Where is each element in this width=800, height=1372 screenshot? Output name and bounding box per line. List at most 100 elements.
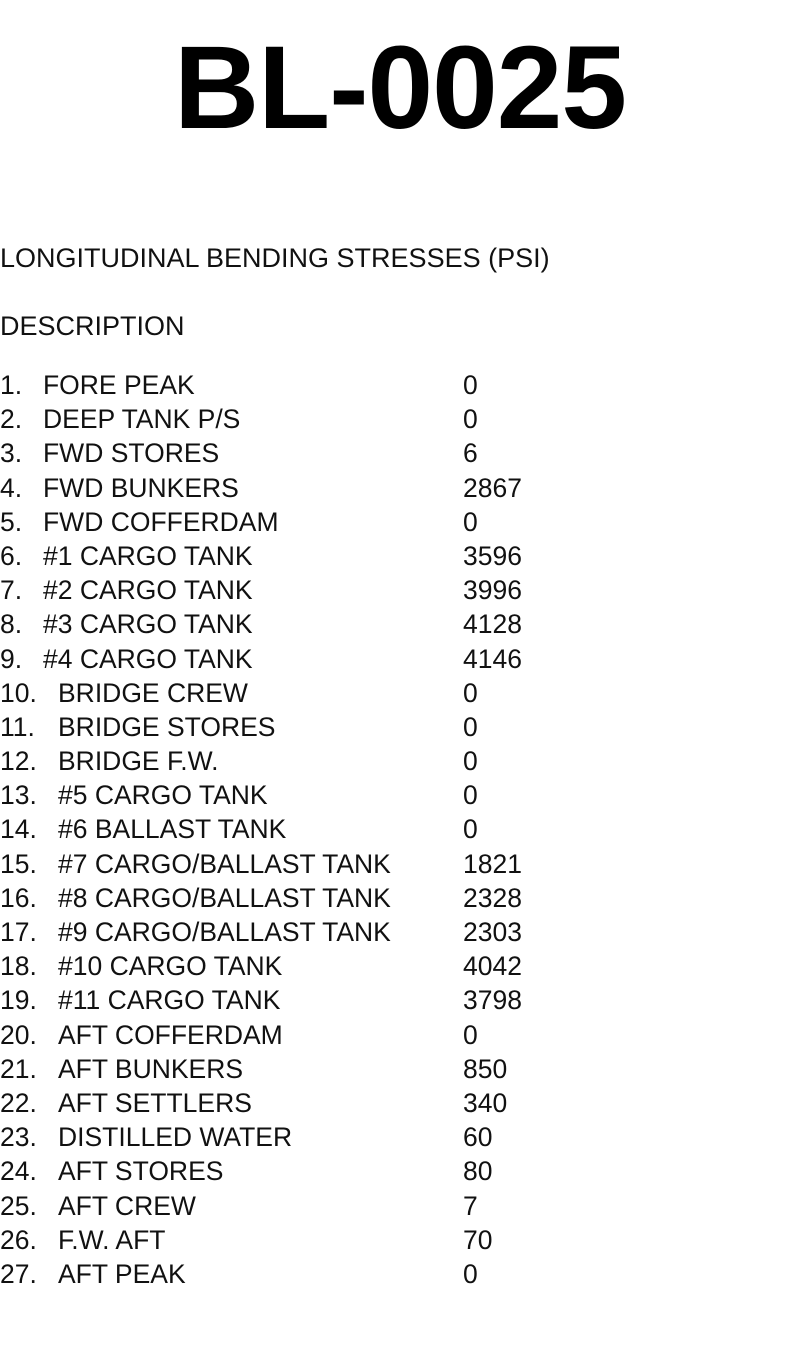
item-number: 18. [0,951,37,982]
item-description: FWD COFFERDAM [43,506,279,537]
item-number: 14. [0,814,37,845]
list-item: 14. #6 BALLAST TANK 0 [0,812,800,846]
item-value: 1821 [463,848,522,879]
list-item: 21. AFT BUNKERS 850 [0,1052,800,1086]
item-value: 60 [463,1122,493,1153]
list-item: 26. F.W. AFT 70 [0,1223,800,1257]
list-item: 6. #1 CARGO TANK 3596 [0,539,800,573]
section-heading: LONGITUDINAL BENDING STRESSES (PSI) [0,243,550,273]
item-description: #9 CARGO/BALLAST TANK [58,917,391,947]
item-number: 4. [0,472,23,503]
item-number: 6. [0,540,23,571]
list-item: 7. #2 CARGO TANK 3996 [0,573,800,607]
item-number: 11. [0,711,35,742]
item-description: #11 CARGO TANK [58,985,281,1016]
list-item: 16. #8 CARGO/BALLAST TANK 2328 [0,881,800,915]
item-value: 3596 [463,540,522,571]
item-description: AFT SETTLERS [58,1087,252,1118]
item-description: #1 CARGO TANK [43,540,253,571]
item-value: 80 [463,1156,493,1187]
item-description: FORE PEAK [43,370,195,400]
item-number: 24. [0,1156,37,1187]
item-value: 0 [463,780,478,811]
item-number: 26. [0,1224,37,1255]
item-value: 7 [463,1190,478,1221]
item-description: BRIDGE F.W. [58,746,219,777]
item-description: AFT CREW [58,1190,196,1221]
item-description: #5 CARGO TANK [58,780,268,811]
stress-list: 1. FORE PEAK 0 2. DEEP TANK P/S 0 3. FWD STORES… [0,368,800,1291]
list-item: 18. #10 CARGO TANK 4042 [0,949,800,983]
item-number: 16. [0,882,37,913]
item-value: 0 [463,746,478,777]
item-description: AFT COFFERDAM [58,1019,283,1050]
item-value: 0 [463,814,478,845]
item-number: 15. [0,848,37,879]
item-number: 27. [0,1258,37,1289]
item-value: 0 [463,677,478,708]
list-item: 1. FORE PEAK 0 [0,368,800,402]
item-description: DEEP TANK P/S [43,404,241,435]
item-number: 3. [0,438,23,469]
item-value: 0 [463,404,478,435]
item-number: 9. [0,643,23,674]
item-value: 4146 [463,643,522,674]
item-number: 8. [0,609,23,640]
item-value: 2303 [463,917,522,947]
item-value: 4042 [463,951,522,982]
item-description: #7 CARGO/BALLAST TANK [58,848,391,879]
item-description: AFT BUNKERS [58,1053,244,1084]
item-number: 20. [0,1019,37,1050]
item-description: AFT PEAK [58,1258,186,1289]
list-item: 24. AFT STORES 80 [0,1154,800,1188]
list-item: 11. BRIDGE STORES 0 [0,710,800,744]
item-value: 0 [463,370,478,400]
item-number: 21. [0,1053,37,1084]
list-item: 5. FWD COFFERDAM 0 [0,505,800,539]
list-item: 10. BRIDGE CREW 0 [0,676,800,710]
item-number: 25. [0,1190,37,1221]
document-title: BL-0025 [173,22,627,154]
item-value: 3798 [463,985,522,1016]
item-description: DISTILLED WATER [58,1122,293,1153]
item-description: BRIDGE CREW [58,677,248,708]
list-item: 8. #3 CARGO TANK 4128 [0,607,800,641]
item-value: 2867 [463,472,522,503]
item-description: FWD BUNKERS [43,472,239,503]
item-value: 0 [463,1019,478,1050]
item-description: #4 CARGO TANK [43,643,253,674]
column-header-description: DESCRIPTION [0,311,185,341]
item-number: 2. [0,404,23,435]
list-item: 13. #5 CARGO TANK 0 [0,778,800,812]
item-number: 7. [0,575,23,606]
list-item: 3. FWD STORES 6 [0,436,800,470]
item-value: 0 [463,711,478,742]
list-item: 12. BRIDGE F.W. 0 [0,744,800,778]
item-number: 22. [0,1087,37,1118]
item-value: 3996 [463,575,522,606]
item-number: 5. [0,506,23,537]
item-description: F.W. AFT [58,1224,166,1255]
item-value: 70 [463,1224,493,1255]
item-description: AFT STORES [58,1156,224,1187]
item-value: 340 [463,1087,508,1118]
list-item: 4. FWD BUNKERS 2867 [0,471,800,505]
list-item: 19. #11 CARGO TANK 3798 [0,983,800,1017]
item-number: 17. [0,917,37,947]
item-value: 0 [463,506,478,537]
item-number: 19. [0,985,37,1016]
list-item: 17. #9 CARGO/BALLAST TANK 2303 [0,915,800,949]
item-number: 10. [0,677,37,708]
list-item: 20. AFT COFFERDAM 0 [0,1018,800,1052]
item-description: #8 CARGO/BALLAST TANK [58,882,391,913]
item-description: #2 CARGO TANK [43,575,253,606]
item-description: FWD STORES [43,438,220,469]
item-value: 0 [463,1258,478,1289]
item-number: 13. [0,780,37,811]
item-description: #3 CARGO TANK [43,609,253,640]
list-item: 15. #7 CARGO/BALLAST TANK 1821 [0,847,800,881]
item-number: 23. [0,1122,37,1153]
list-item: 22. AFT SETTLERS 340 [0,1086,800,1120]
item-number: 1. [0,370,23,400]
list-item: 23. DISTILLED WATER 60 [0,1120,800,1154]
